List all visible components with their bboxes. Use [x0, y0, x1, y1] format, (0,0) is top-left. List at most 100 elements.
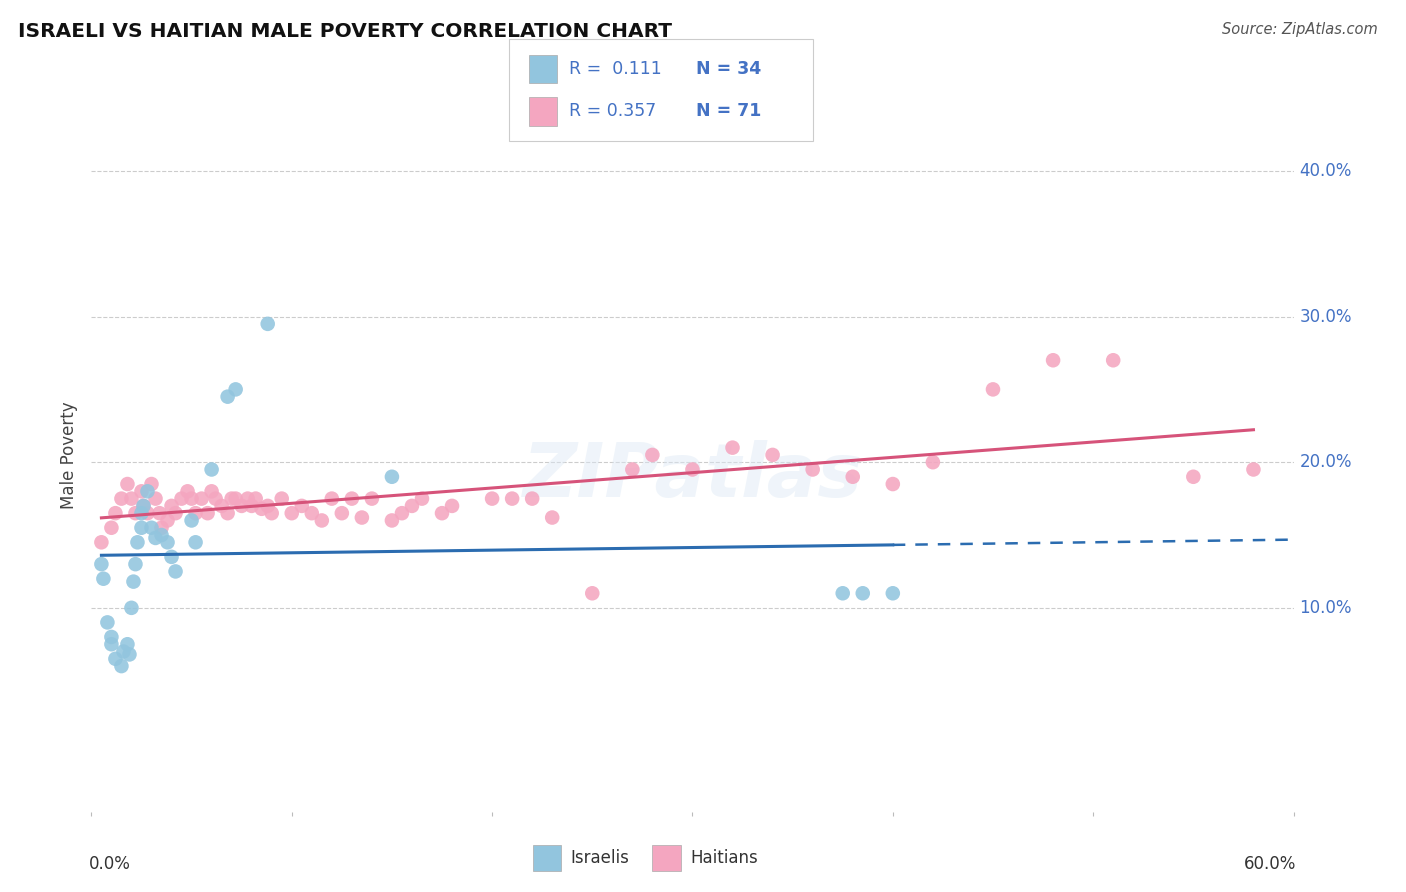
Point: [311, 513, 333, 527]
Point: [204, 491, 226, 506]
Point: [831, 586, 853, 600]
Point: [118, 648, 141, 662]
Point: [96, 615, 118, 630]
Point: [381, 469, 404, 483]
Point: [581, 586, 603, 600]
Point: [217, 506, 239, 520]
Point: [197, 506, 219, 520]
Point: [301, 506, 323, 520]
Text: Source: ZipAtlas.com: Source: ZipAtlas.com: [1222, 22, 1378, 37]
Point: [225, 383, 247, 397]
Point: [1182, 469, 1205, 483]
Text: 0.0%: 0.0%: [89, 855, 131, 872]
Point: [112, 644, 135, 658]
Point: [236, 491, 259, 506]
Point: [110, 491, 132, 506]
Point: [217, 390, 239, 404]
Point: [136, 506, 159, 520]
Point: [221, 491, 243, 506]
Point: [165, 565, 187, 579]
Point: [430, 506, 453, 520]
Point: [131, 506, 153, 520]
Text: 40.0%: 40.0%: [1299, 162, 1353, 180]
Point: [330, 506, 353, 520]
Point: [124, 506, 146, 520]
Point: [132, 499, 155, 513]
Point: [110, 659, 132, 673]
Point: [321, 491, 343, 506]
Point: [381, 513, 404, 527]
Point: [141, 477, 163, 491]
Point: [411, 491, 433, 506]
Text: 30.0%: 30.0%: [1299, 308, 1353, 326]
Point: [270, 491, 292, 506]
Point: [122, 574, 145, 589]
Text: 60.0%: 60.0%: [1243, 855, 1296, 872]
Point: [541, 510, 564, 524]
Point: [1243, 462, 1265, 476]
Point: [131, 521, 153, 535]
Text: 10.0%: 10.0%: [1299, 599, 1353, 617]
Point: [481, 491, 503, 506]
Point: [256, 317, 278, 331]
Point: [211, 499, 233, 513]
Text: R = 0.357: R = 0.357: [569, 103, 657, 120]
Point: [231, 499, 253, 513]
Point: [127, 535, 149, 549]
Text: N = 71: N = 71: [696, 103, 761, 120]
Point: [340, 491, 363, 506]
Point: [132, 499, 155, 513]
Point: [100, 630, 122, 644]
Point: [145, 491, 167, 506]
Point: [882, 477, 904, 491]
Point: [160, 549, 183, 564]
Point: [190, 491, 212, 506]
Point: [841, 469, 863, 483]
Point: [124, 557, 146, 571]
Point: [184, 506, 207, 520]
Point: [522, 491, 544, 506]
Point: [801, 462, 824, 476]
Point: [852, 586, 875, 600]
Point: [440, 499, 463, 513]
Text: ZIPatlas: ZIPatlas: [523, 440, 862, 513]
Text: R =  0.111: R = 0.111: [569, 60, 662, 78]
Point: [291, 499, 314, 513]
Text: Haitians: Haitians: [690, 849, 758, 867]
Point: [104, 652, 127, 666]
Text: 20.0%: 20.0%: [1299, 453, 1353, 471]
Point: [170, 491, 193, 506]
Point: [184, 535, 207, 549]
Point: [180, 491, 202, 506]
Point: [150, 521, 173, 535]
Point: [245, 491, 267, 506]
Point: [121, 491, 143, 506]
Point: [391, 506, 413, 520]
Point: [141, 521, 163, 535]
Point: [250, 501, 273, 516]
Text: ISRAELI VS HAITIAN MALE POVERTY CORRELATION CHART: ISRAELI VS HAITIAN MALE POVERTY CORRELAT…: [18, 22, 672, 41]
Point: [136, 484, 159, 499]
Point: [1102, 353, 1125, 368]
Point: [641, 448, 664, 462]
Point: [90, 535, 112, 549]
Point: [260, 506, 283, 520]
Point: [882, 586, 904, 600]
Point: [201, 484, 224, 499]
Point: [721, 441, 744, 455]
Point: [160, 499, 183, 513]
Point: [681, 462, 703, 476]
Point: [981, 383, 1004, 397]
Point: [117, 477, 139, 491]
Point: [117, 637, 139, 651]
Point: [225, 491, 247, 506]
Point: [100, 521, 122, 535]
Point: [100, 637, 122, 651]
Point: [104, 506, 127, 520]
Point: [180, 513, 202, 527]
Point: [922, 455, 945, 469]
Y-axis label: Male Poverty: Male Poverty: [60, 401, 79, 508]
Point: [90, 557, 112, 571]
Point: [131, 484, 153, 499]
Text: N = 34: N = 34: [696, 60, 761, 78]
